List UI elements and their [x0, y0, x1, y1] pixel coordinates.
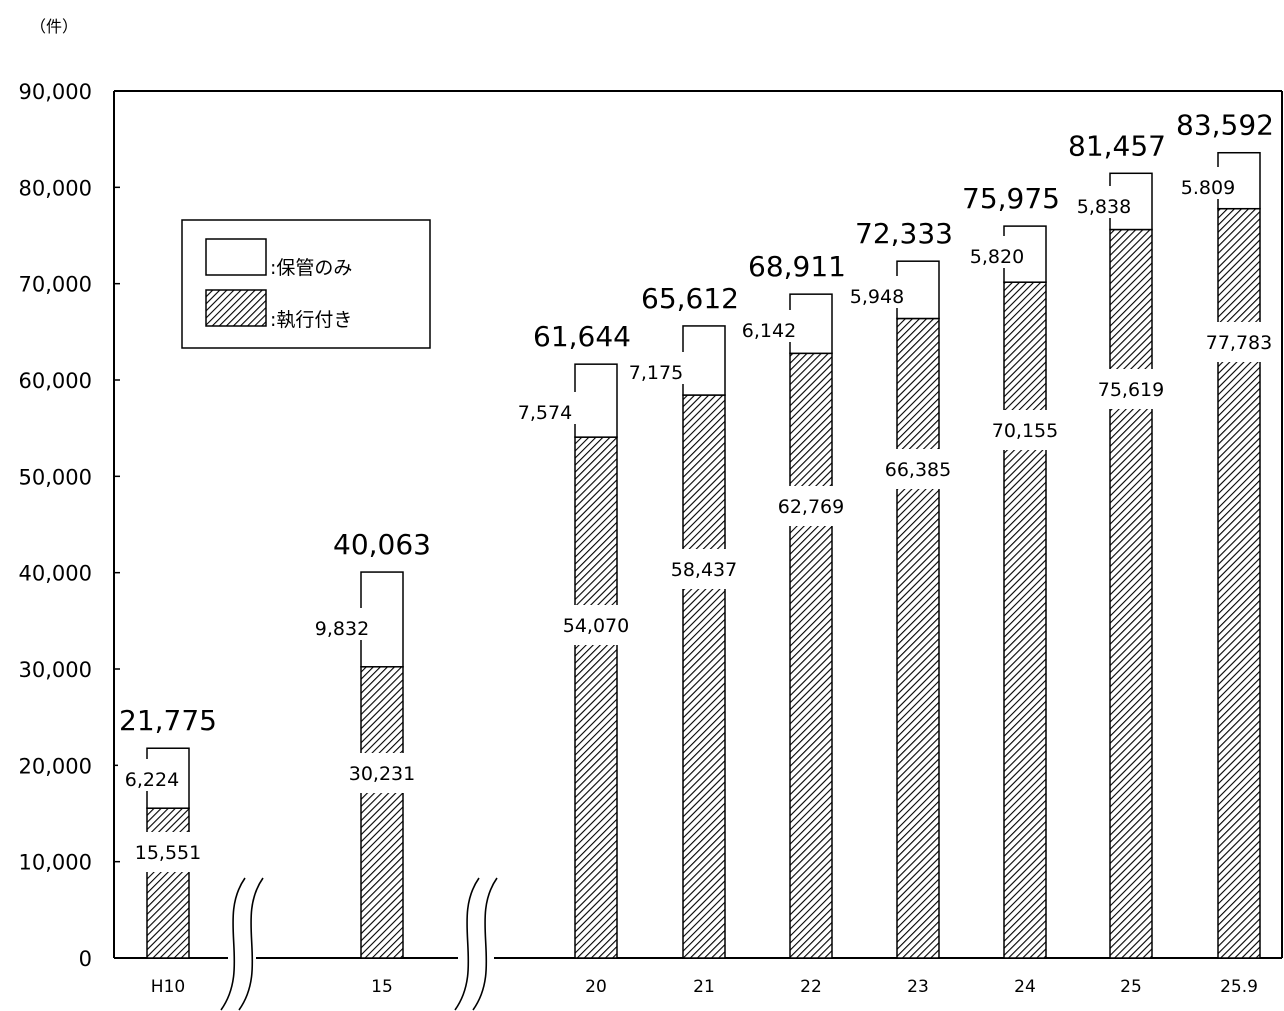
bar-storage-2 [574, 363, 618, 438]
legend-label-with-enforcement: :執行付き [270, 309, 352, 331]
y-tick-label-4: 40,000 [19, 562, 92, 586]
total-label-6: 75,975 [962, 182, 1060, 215]
upper-value-label-7: 5,838 [1077, 196, 1131, 218]
y-tick-label-3: 30,000 [19, 658, 92, 682]
upper-value-label-1: 9,832 [315, 618, 369, 640]
lower-value-label-3: 58,437 [671, 559, 737, 581]
x-tick-label-3: 21 [693, 977, 715, 997]
axis-break-1-stroke-0 [454, 877, 480, 1011]
axis-break-1-stroke-1 [472, 877, 498, 1011]
lower-label-bg-7 [1095, 369, 1167, 409]
x-tick-label-1: 15 [371, 977, 393, 997]
data-labels: 15,551 6,224 21,775 30,231 9,832 40,063 54,070… [118, 109, 1275, 872]
bar-enforcement-1 [360, 666, 404, 959]
bar-enforcement-3 [682, 394, 726, 959]
lower-label-bg-4 [775, 486, 847, 526]
y-tick-label-2: 20,000 [19, 754, 92, 778]
upper-value-label-2: 7,574 [518, 402, 572, 424]
total-label-0: 21,775 [119, 704, 217, 737]
lower-label-bg-3 [668, 549, 740, 589]
lower-value-label-5: 66,385 [885, 459, 951, 481]
bar-enforcement-0 [146, 807, 190, 959]
bar-enforcement-4 [789, 352, 833, 959]
total-label-3: 65,612 [641, 282, 739, 315]
total-label-5: 72,333 [855, 217, 953, 250]
upper-value-label-3: 7,175 [629, 362, 683, 384]
x-tick-label-7: 25 [1120, 977, 1142, 997]
legend-swatch-storage-only [205, 238, 267, 276]
axis-break-marks [220, 877, 498, 1011]
unit-label: （件） [30, 17, 78, 36]
lower-value-label-6: 70,155 [992, 420, 1058, 442]
x-tick-label-2: 20 [585, 977, 607, 997]
total-label-1: 40,063 [333, 528, 431, 561]
upper-label-bg-3 [622, 352, 690, 384]
y-tick-label-0: 0 [79, 947, 92, 971]
lower-value-label-8: 77,783 [1206, 332, 1272, 354]
bar-enforcement-7 [1109, 228, 1153, 959]
x-axis-ticks: H10 15 20 21 22 23 24 25 25.9 [151, 977, 1258, 997]
upper-label-bg-0 [118, 759, 186, 791]
x-tick-label-8: 25.9 [1220, 977, 1258, 997]
lower-label-bg-1 [346, 753, 418, 793]
upper-label-bg-4 [735, 310, 803, 342]
lower-label-bg-8 [1203, 322, 1275, 362]
y-axis-ticks: 0 10,000 20,000 30,000 40,000 50,000 60,000 70,… [19, 80, 120, 971]
upper-value-label-4: 6,142 [742, 320, 796, 342]
total-label-7: 81,457 [1068, 129, 1166, 162]
upper-value-label-8: 5.809 [1181, 177, 1235, 199]
legend: :保管のみ :執行付き [181, 219, 431, 349]
upper-label-bg-7 [1070, 186, 1138, 218]
total-label-8: 83,592 [1176, 109, 1274, 142]
upper-value-label-6: 5,820 [970, 246, 1024, 268]
lower-label-bg-0 [132, 832, 204, 872]
lower-label-bg-5 [882, 449, 954, 489]
x-tick-label-0: H10 [151, 977, 185, 997]
total-label-2: 61,644 [533, 320, 631, 353]
upper-value-label-0: 6,224 [125, 769, 179, 791]
legend-swatch-with-enforcement [205, 289, 267, 327]
y-tick-label-8: 80,000 [19, 176, 92, 200]
upper-label-bg-8 [1174, 167, 1242, 199]
x-tick-label-4: 22 [800, 977, 822, 997]
bar-enforcement-5 [896, 317, 940, 959]
upper-label-bg-1 [308, 608, 376, 640]
lower-label-bg-2 [560, 605, 632, 645]
lower-value-label-7: 75,619 [1098, 379, 1164, 401]
y-tick-label-9: 90,000 [19, 80, 92, 104]
upper-label-bg-2 [511, 392, 579, 424]
y-tick-label-5: 50,000 [19, 465, 92, 489]
bar-enforcement-6 [1003, 281, 1047, 959]
lower-value-label-0: 15,551 [135, 842, 201, 864]
lower-value-label-4: 62,769 [778, 496, 844, 518]
bar-enforcement-2 [574, 436, 618, 959]
lower-label-bg-6 [989, 410, 1061, 450]
upper-value-label-5: 5,948 [850, 286, 904, 308]
upper-label-bg-6 [963, 236, 1031, 268]
lower-value-label-1: 30,231 [349, 763, 415, 785]
axis-break-0-stroke-1 [238, 877, 264, 1011]
axis-break-0-stroke-0 [220, 877, 246, 1011]
total-label-4: 68,911 [748, 250, 846, 283]
y-tick-label-7: 70,000 [19, 273, 92, 297]
y-tick-label-1: 10,000 [19, 851, 92, 875]
x-tick-label-6: 24 [1014, 977, 1036, 997]
y-tick-label-6: 60,000 [19, 369, 92, 393]
upper-label-bg-5 [843, 276, 911, 308]
lower-value-label-2: 54,070 [563, 615, 629, 637]
x-tick-label-5: 23 [907, 977, 929, 997]
bar-enforcement-8 [1217, 207, 1261, 959]
legend-label-storage-only: :保管のみ [270, 257, 352, 279]
